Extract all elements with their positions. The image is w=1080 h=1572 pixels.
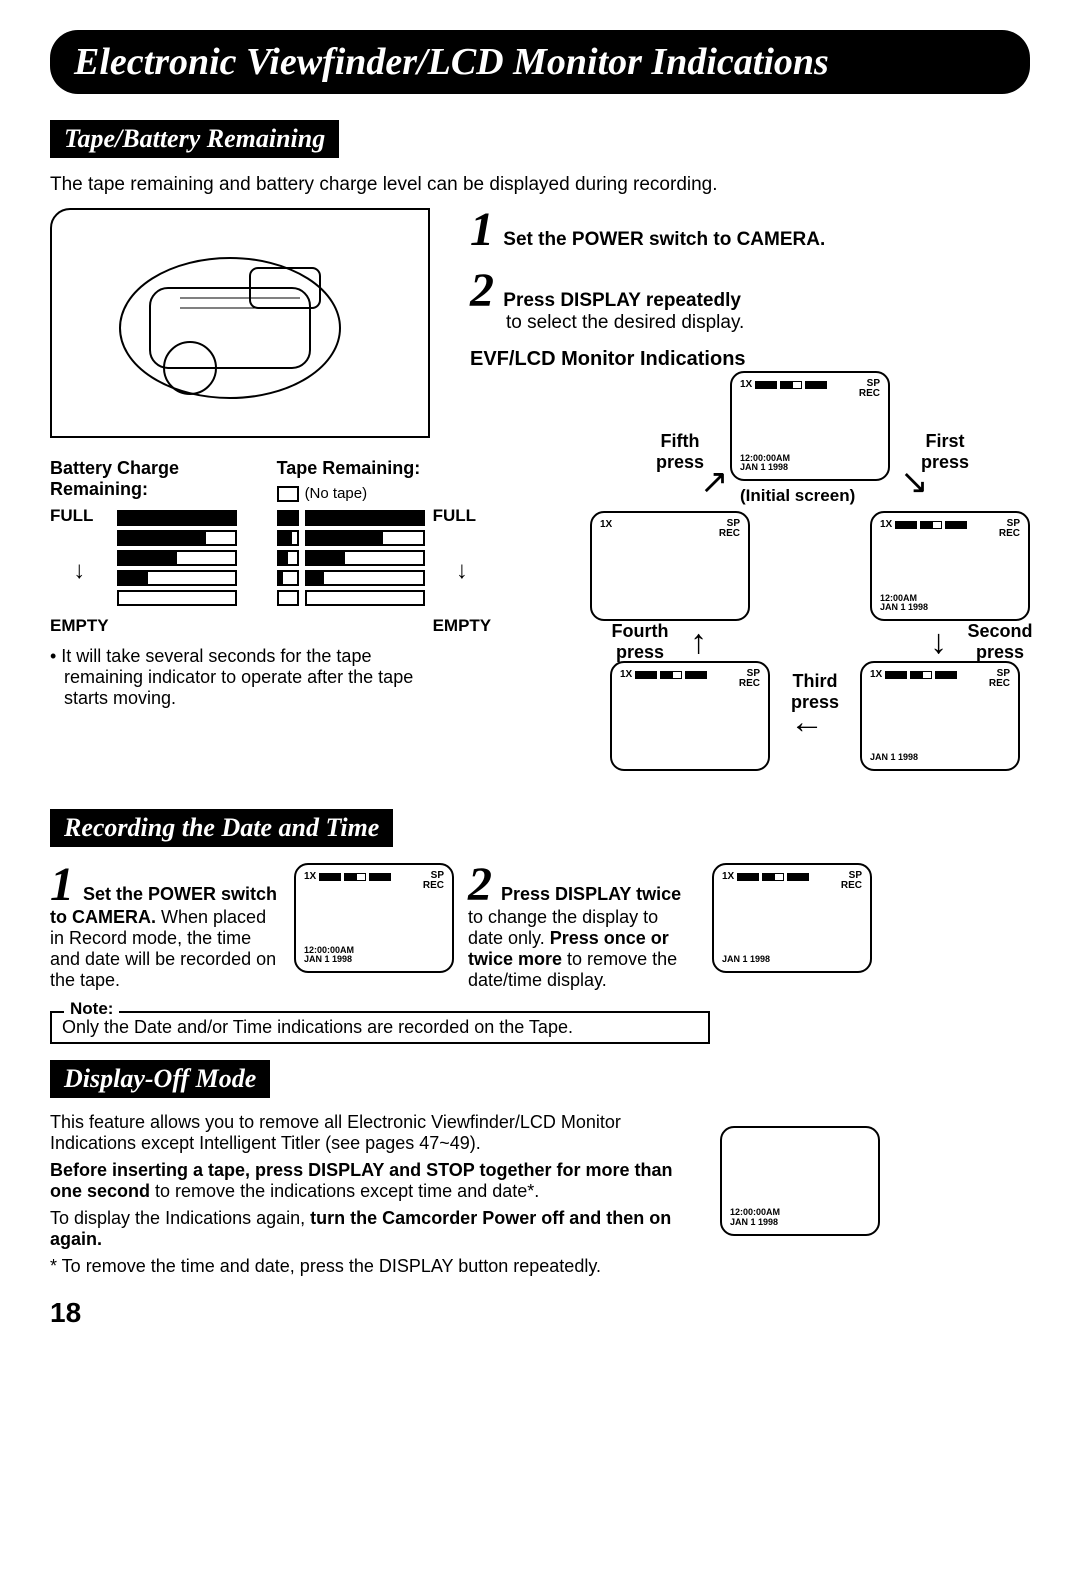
tape-remaining-label: Tape Remaining:: [277, 458, 492, 479]
screen-dispoff: 12:00:00AMJAN 1 1998: [720, 1126, 880, 1236]
step-1-num: 1: [470, 208, 494, 251]
battery-charge-label: Battery Charge Remaining:: [50, 458, 237, 500]
fourth-press-label: Fourth press: [600, 621, 680, 663]
page-title: Electronic Viewfinder/LCD Monitor Indica…: [50, 30, 1030, 94]
arrow-icon: ↑: [690, 631, 707, 655]
screen-initial: 1X SPREC 12:00:00AMJAN 1 1998: [730, 371, 890, 481]
display-cycle-diagram: 1X SPREC 12:00:00AMJAN 1 1998 Fifth pres…: [590, 371, 1030, 801]
arrow-icon: ↓: [930, 631, 947, 655]
section-tape-battery: Tape/Battery Remaining: [50, 120, 339, 158]
screen-bottom-left: 1X SPREC: [610, 661, 770, 771]
no-tape-label: (No tape): [305, 485, 368, 502]
section-display-off: Display-Off Mode: [50, 1060, 270, 1098]
screen-bottom-right: 1X SPREC JAN 1 1998: [860, 661, 1020, 771]
screen-rec-1: 1X SPREC 12:00:00AMJAN 1 1998: [294, 863, 454, 973]
screen-right: 1X SPREC 12:00AMJAN 1 1998: [870, 511, 1030, 621]
evf-heading: EVF/LCD Monitor Indications: [470, 348, 1030, 371]
tape-note: • It will take several seconds for the t…: [50, 646, 450, 709]
down-arrow-icon: ↓: [50, 564, 109, 578]
dispoff-p2: Before inserting a tape, press DISPLAY a…: [50, 1160, 690, 1202]
initial-screen-label: (Initial screen): [740, 486, 855, 506]
step-1: 1 Set the POWER switch to CAMERA.: [470, 208, 1030, 251]
arrow-icon: ←: [790, 711, 824, 735]
dispoff-p4: * To remove the time and date, press the…: [50, 1256, 690, 1277]
arrow-icon: ↗: [700, 471, 729, 495]
second-press-label: Second press: [960, 621, 1040, 663]
empty-label: EMPTY: [50, 616, 109, 636]
page-number: 18: [50, 1297, 1030, 1329]
screen-rec-2: 1X SPREC JAN 1 1998: [712, 863, 872, 973]
camcorder-illustration: [50, 208, 430, 438]
step-2-num: 2: [470, 269, 494, 312]
section-recording-date: Recording the Date and Time: [50, 809, 393, 847]
note-box: Note: Only the Date and/or Time indicati…: [50, 1011, 710, 1044]
screen-left: 1X SPREC: [590, 511, 750, 621]
intro-text: The tape remaining and battery charge le…: [50, 174, 1030, 196]
rec-step-1: 1 Set the POWER switch to CAMERA. When p…: [50, 863, 280, 990]
dispoff-p1: This feature allows you to remove all El…: [50, 1112, 690, 1154]
arrow-icon: ↘: [900, 471, 929, 495]
full-label: FULL: [50, 506, 109, 526]
note-label: Note:: [64, 999, 119, 1019]
rec-step-2: 2 Press DISPLAY twice to change the disp…: [468, 863, 698, 990]
dispoff-p3: To display the Indications again, turn t…: [50, 1208, 690, 1250]
step-2: 2 Press DISPLAY repeatedly to select the…: [470, 269, 1030, 334]
